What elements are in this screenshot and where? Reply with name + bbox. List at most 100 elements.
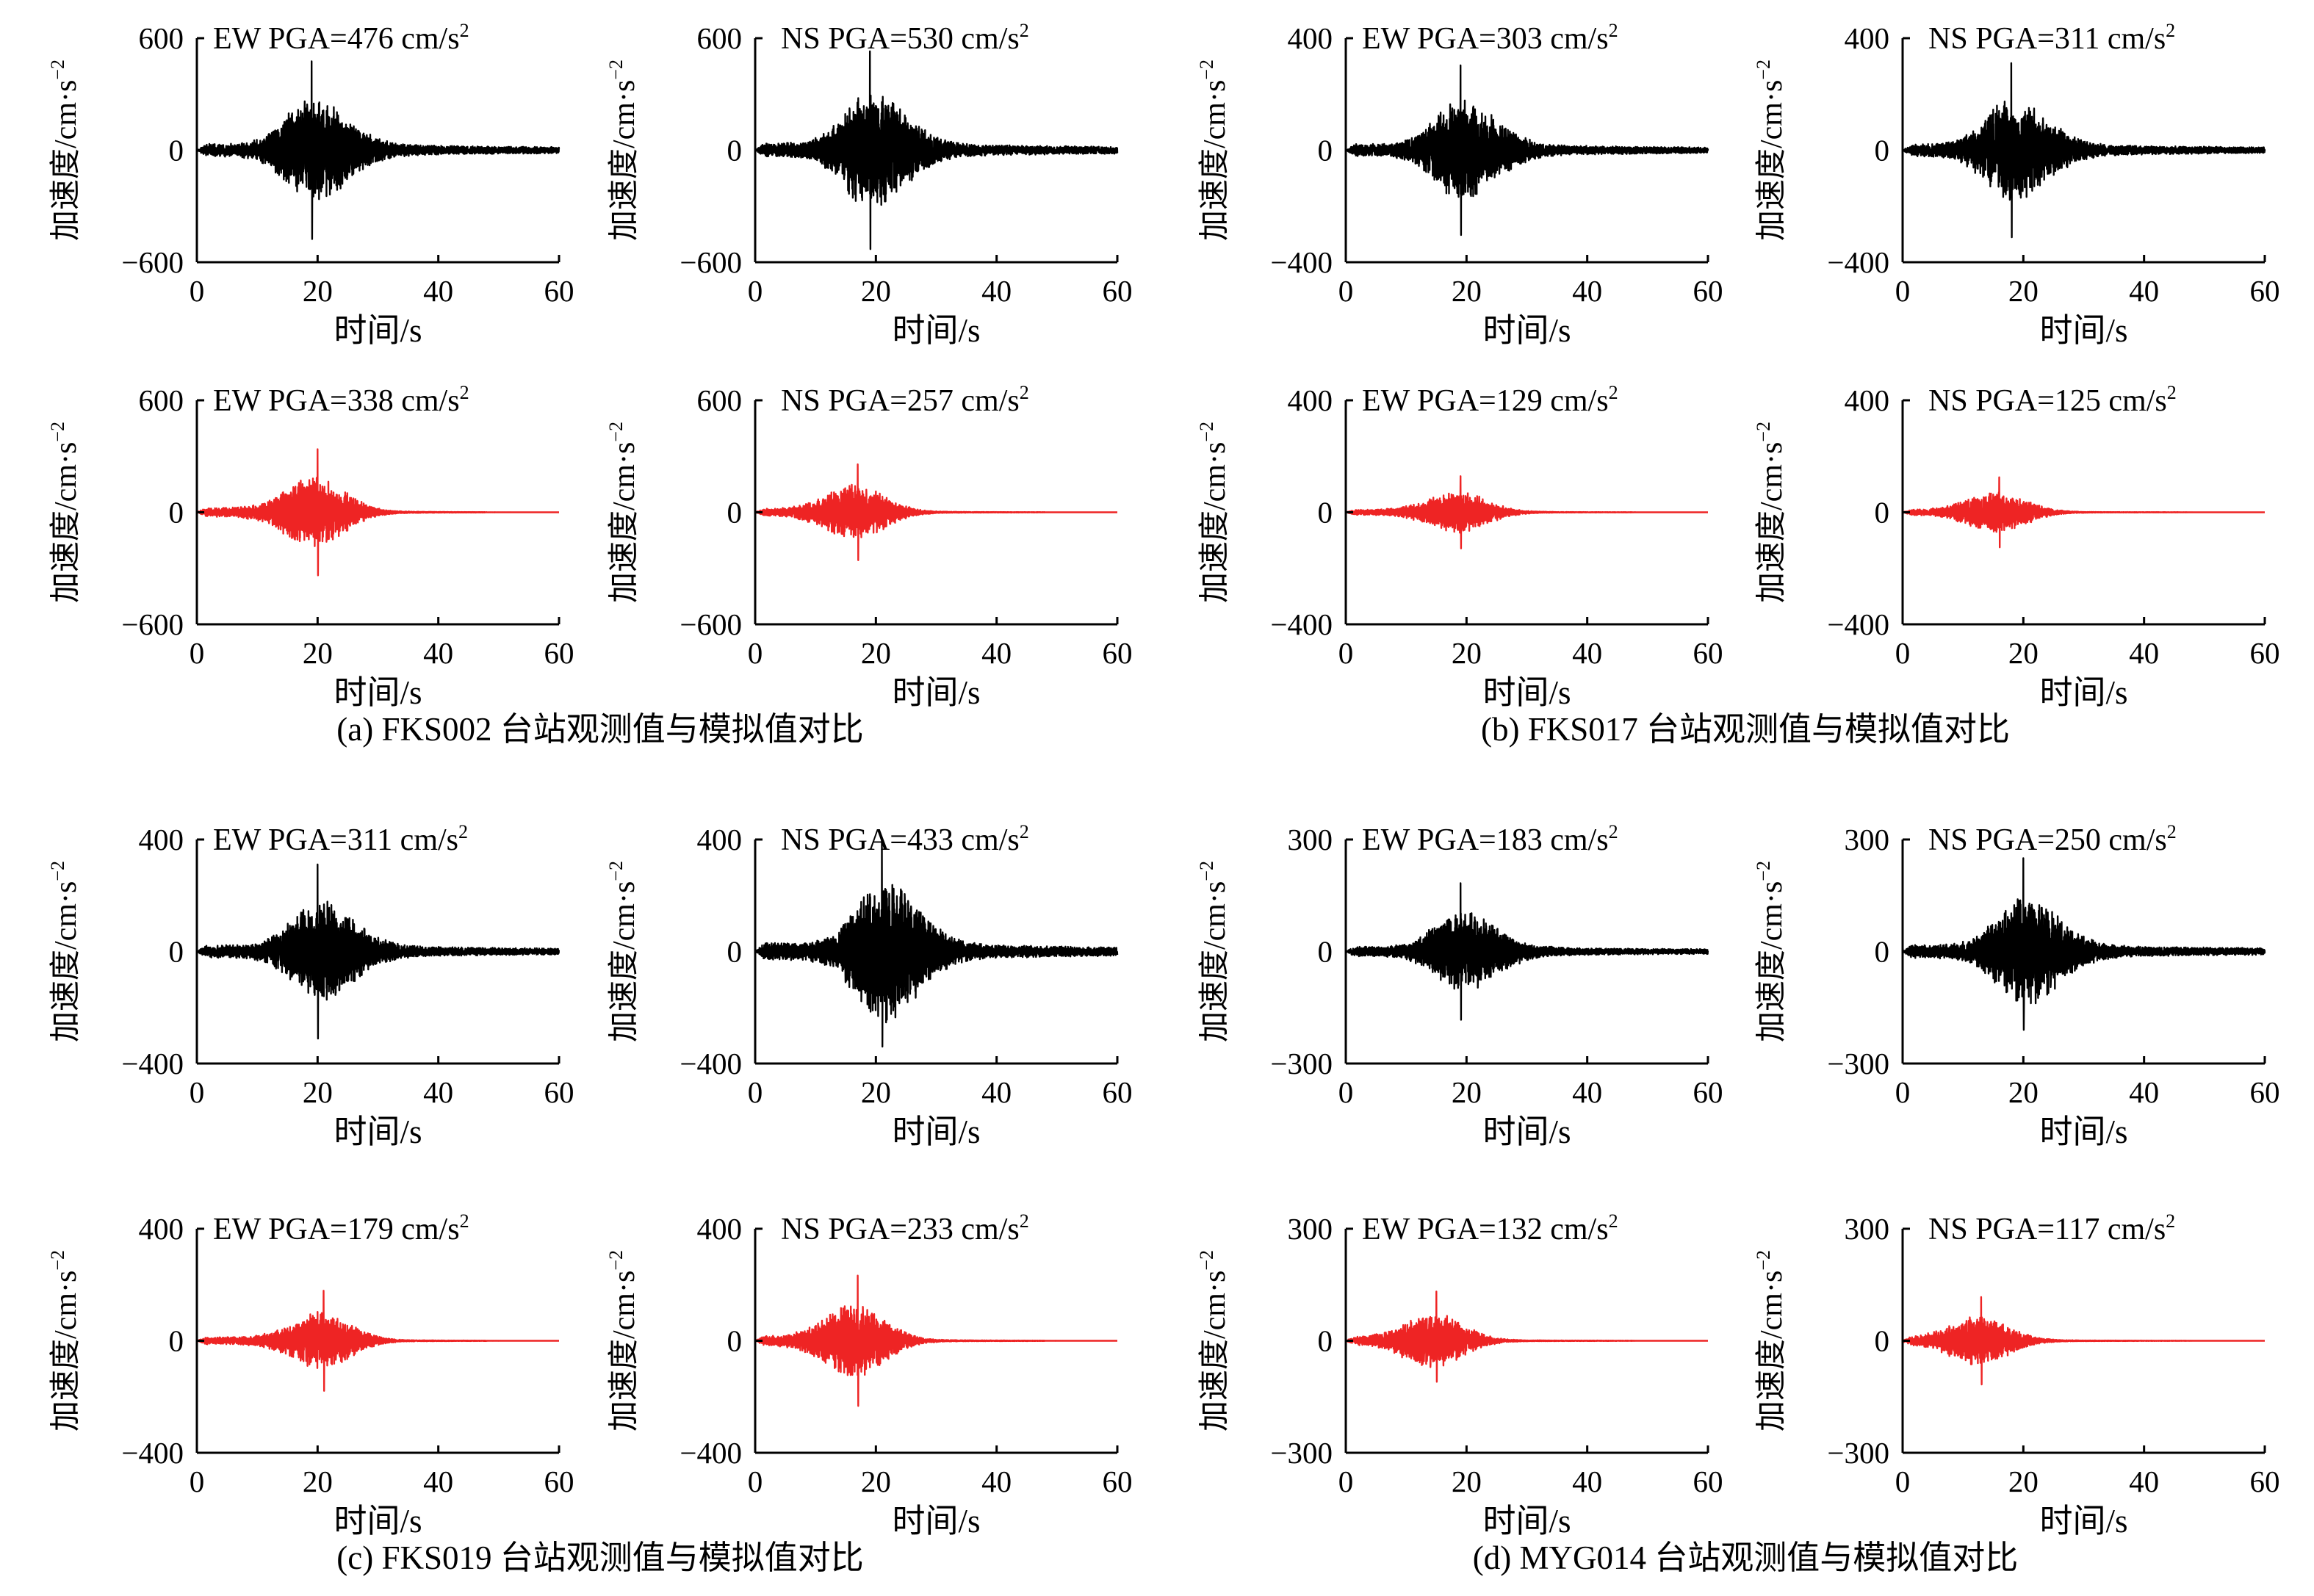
x-axis-label: 时间/s: [892, 1113, 980, 1150]
y-axis-label: 加速度/cm·s−2: [605, 861, 641, 1042]
x-tick-label: 20: [861, 1465, 891, 1498]
y-tick-label: 600: [139, 383, 184, 417]
y-axis-label-text: 加速度/cm·s: [1198, 881, 1232, 1042]
x-tick-label: 0: [1895, 1465, 1911, 1498]
y-axis-label: 加速度/cm·s−2: [47, 1250, 83, 1431]
pga-annotation-exponent: 2: [1020, 1210, 1029, 1232]
pga-annotation: NS PGA=125 cm/s2: [1928, 382, 2177, 418]
x-axis-label: 时间/s: [334, 1503, 422, 1539]
y-axis-label-exponent: −2: [1196, 59, 1217, 80]
y-tick-label: 0: [1318, 935, 1333, 969]
x-tick-label: 60: [1693, 274, 1723, 308]
pga-annotation: NS PGA=311 cm/s2: [1928, 20, 2175, 56]
series-trace: [1345, 1290, 1709, 1383]
pga-annotation: EW PGA=179 cm/s2: [213, 1210, 469, 1246]
pga-annotation: EW PGA=303 cm/s2: [1362, 20, 1618, 56]
y-axis-label: 加速度/cm·s−2: [605, 1250, 641, 1431]
y-axis-label-exponent: −2: [47, 861, 68, 881]
x-tick-label: 20: [2008, 636, 2039, 670]
series-trace: [1902, 476, 2266, 549]
x-tick-label: 0: [748, 1465, 763, 1498]
y-axis-label-exponent: −2: [605, 59, 627, 80]
y-axis-label-exponent: −2: [1196, 422, 1217, 442]
y-tick-label: 0: [169, 1324, 184, 1358]
x-tick-label: 40: [2129, 636, 2159, 670]
x-tick-label: 0: [190, 1075, 205, 1109]
series-trace: [196, 448, 560, 577]
x-tick-label: 60: [1693, 636, 1723, 670]
y-tick-label: −600: [121, 245, 184, 279]
y-axis-label: 加速度/cm·s−2: [1196, 59, 1232, 241]
y-axis-label-text: 加速度/cm·s: [608, 442, 641, 603]
x-tick-label: 60: [1103, 636, 1133, 670]
y-axis-label-exponent: −2: [1753, 59, 1774, 80]
x-tick-label: 40: [981, 1075, 1012, 1109]
y-axis-label-exponent: −2: [605, 422, 627, 442]
series-trace: [754, 50, 1119, 250]
x-tick-label: 20: [1452, 274, 1482, 308]
y-axis-label-text: 加速度/cm·s: [1755, 80, 1789, 241]
y-tick-label: 600: [697, 383, 743, 417]
y-tick-label: 0: [727, 1324, 743, 1358]
x-tick-label: 40: [981, 636, 1012, 670]
series-trace: [1345, 64, 1709, 236]
y-axis-label-exponent: −2: [605, 861, 627, 881]
x-tick-label: 0: [1338, 1465, 1354, 1498]
x-tick-label: 60: [544, 1075, 574, 1109]
y-axis-label-exponent: −2: [47, 422, 68, 442]
y-tick-label: −600: [680, 245, 742, 279]
pga-annotation: EW PGA=183 cm/s2: [1362, 821, 1618, 857]
x-tick-label: 40: [423, 274, 453, 308]
y-axis-label-text: 加速度/cm·s: [1198, 442, 1232, 603]
y-tick-label: 0: [1875, 496, 1890, 530]
series-trace: [196, 863, 561, 1040]
pga-annotation: EW PGA=311 cm/s2: [213, 821, 468, 857]
pga-annotation-exponent: 2: [1609, 20, 1618, 41]
x-tick-label: 60: [2250, 636, 2280, 670]
x-axis-label: 时间/s: [1482, 1113, 1571, 1150]
series-trace: [1345, 475, 1709, 549]
y-tick-label: −600: [121, 607, 184, 641]
y-tick-label: 600: [139, 21, 184, 55]
y-axis-label: 加速度/cm·s−2: [1753, 59, 1789, 241]
pga-annotation-exponent: 2: [2167, 821, 2177, 842]
x-tick-label: 60: [544, 636, 574, 670]
pga-annotation: NS PGA=433 cm/s2: [781, 821, 1029, 857]
x-tick-label: 0: [748, 636, 763, 670]
panel-caption-d: (d) MYG014 台站观测值与模拟值对比: [1473, 1539, 2018, 1576]
x-tick-label: 20: [861, 636, 891, 670]
y-axis-label-text: 加速度/cm·s: [608, 1271, 641, 1431]
y-axis-label-exponent: −2: [605, 1250, 627, 1271]
x-tick-label: 20: [303, 636, 333, 670]
y-axis-label: 加速度/cm·s−2: [1196, 422, 1232, 603]
x-tick-label: 40: [423, 1075, 453, 1109]
y-tick-label: 0: [1875, 134, 1890, 167]
x-tick-label: 40: [2129, 1075, 2159, 1109]
panel-caption-c: (c) FKS019 台站观测值与模拟值对比: [336, 1539, 864, 1576]
pga-annotation: EW PGA=132 cm/s2: [1362, 1210, 1618, 1246]
x-axis-label: 时间/s: [1482, 674, 1571, 711]
x-tick-label: 0: [190, 274, 205, 308]
y-tick-label: −400: [121, 1436, 184, 1470]
y-axis-label-exponent: −2: [47, 59, 68, 80]
pga-annotation: EW PGA=129 cm/s2: [1362, 382, 1618, 418]
x-tick-label: 60: [2250, 1075, 2280, 1109]
x-axis-label: 时间/s: [334, 674, 422, 711]
y-axis-label: 加速度/cm·s−2: [1753, 422, 1789, 603]
pga-annotation-exponent: 2: [1609, 1210, 1618, 1232]
x-tick-label: 0: [1338, 274, 1354, 308]
y-tick-label: 0: [1875, 1324, 1890, 1358]
y-tick-label: 400: [1288, 383, 1333, 417]
x-tick-label: 60: [1693, 1075, 1723, 1109]
pga-annotation-text: NS PGA=125 cm/s: [1928, 384, 2167, 418]
x-tick-label: 60: [544, 274, 574, 308]
